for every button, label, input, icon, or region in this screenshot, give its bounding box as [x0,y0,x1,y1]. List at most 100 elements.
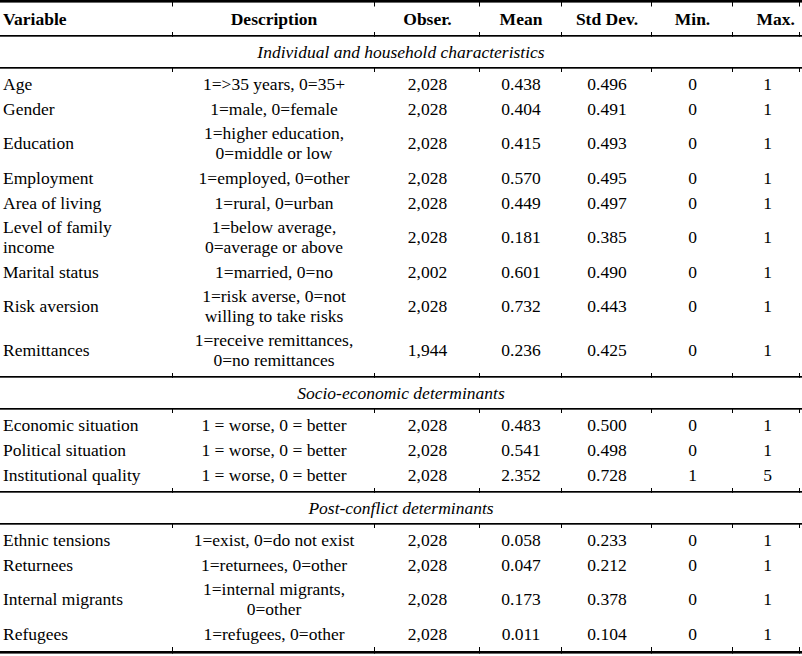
cell-obser: 2,028 [375,413,480,438]
rule-line [0,64,802,72]
table-row-risk-aversion: Risk aversion 1=risk averse, 0=not willi… [0,285,802,329]
cell-std-dev: 0.233 [562,528,652,553]
cell-min: 0 [652,285,733,329]
cell-min: 0 [652,216,733,260]
cell-variable: Returnees [0,553,173,578]
summary-statistics-table: Variable Description Obser. Mean Std Dev… [0,0,802,656]
cell-mean: 0.058 [480,528,562,553]
column-header-variable: Variable [0,8,173,32]
rule-line [0,373,802,381]
cell-description: 1=higher education, 0=middle or low [173,122,375,166]
cell-description: 1=employed, 0=other [173,166,375,191]
cell-variable: Education [0,122,173,166]
cell-variable: Remittances [0,329,173,373]
cell-description: 1=receive remittances, 0=no remittances [173,329,375,373]
cell-std-dev: 0.497 [562,191,652,216]
section-title-individual-household: Individual and household characteristics [0,40,802,64]
cell-mean: 0.601 [480,260,562,285]
cell-max: 1 [733,97,802,122]
cell-std-dev: 0.493 [562,122,652,166]
cell-obser: 2,028 [375,622,480,647]
cell-max: 5 [733,463,802,488]
cell-std-dev: 0.498 [562,438,652,463]
section-row: Post-conflict determinants [0,496,802,520]
cell-variable: Marital status [0,260,173,285]
cell-min: 1 [652,463,733,488]
cell-variable: Risk aversion [0,285,173,329]
cell-std-dev: 0.104 [562,622,652,647]
cell-obser: 2,028 [375,528,480,553]
column-header-min: Min. [652,8,733,32]
cell-variable: Level of family income [0,216,173,260]
cell-obser: 2,028 [375,122,480,166]
cell-max: 1 [733,553,802,578]
cell-description: 1=returnees, 0=other [173,553,375,578]
cell-description: 1=below average, 0=average or above [173,216,375,260]
cell-obser: 2,028 [375,191,480,216]
cell-min: 0 [652,329,733,373]
column-header-std-dev: Std Dev. [562,8,652,32]
cell-obser: 2,028 [375,438,480,463]
cell-std-dev: 0.495 [562,166,652,191]
cell-obser: 2,028 [375,166,480,191]
cell-description: 1=married, 0=no [173,260,375,285]
cell-max: 1 [733,216,802,260]
cell-obser: 2,028 [375,97,480,122]
cell-mean: 0.732 [480,285,562,329]
cell-max: 1 [733,413,802,438]
table-row-gender: Gender 1=male, 0=female 2,028 0.404 0.49… [0,97,802,122]
horizontal-rule [0,405,802,413]
column-header-mean: Mean [480,8,562,32]
cell-mean: 0.173 [480,578,562,622]
cell-obser: 2,002 [375,260,480,285]
cell-description: 1=male, 0=female [173,97,375,122]
horizontal-rule-bottom [0,647,802,656]
table-row-marital-status: Marital status 1=married, 0=no 2,002 0.6… [0,260,802,285]
rule-line [0,405,802,413]
rule-line [0,647,802,656]
section-title-socio-economic: Socio-economic determinants [0,381,802,405]
cell-description: 1=>35 years, 0=35+ [173,72,375,97]
cell-mean: 0.047 [480,553,562,578]
section-row: Socio-economic determinants [0,381,802,405]
cell-min: 0 [652,413,733,438]
rule-line [0,488,802,496]
cell-mean: 0.404 [480,97,562,122]
cell-description: 1 = worse, 0 = better [173,413,375,438]
cell-description: 1=refugees, 0=other [173,622,375,647]
cell-obser: 2,028 [375,463,480,488]
cell-mean: 0.236 [480,329,562,373]
cell-min: 0 [652,528,733,553]
horizontal-rule [0,32,802,40]
rule-line [0,520,802,528]
section-row: Individual and household characteristics [0,40,802,64]
cell-obser: 2,028 [375,553,480,578]
column-header-description: Description [173,8,375,32]
cell-max: 1 [733,528,802,553]
cell-mean: 0.011 [480,622,562,647]
cell-std-dev: 0.425 [562,329,652,373]
cell-mean: 0.541 [480,438,562,463]
cell-variable: Refugees [0,622,173,647]
cell-max: 1 [733,329,802,373]
table-row-ethnic-tensions: Ethnic tensions 1=exist, 0=do not exist … [0,528,802,553]
cell-mean: 2.352 [480,463,562,488]
cell-max: 1 [733,438,802,463]
cell-max: 1 [733,285,802,329]
table-row-family-income: Level of family income 1=below average, … [0,216,802,260]
table-row-education: Education 1=higher education, 0=middle o… [0,122,802,166]
cell-min: 0 [652,191,733,216]
cell-max: 1 [733,622,802,647]
cell-min: 0 [652,166,733,191]
cell-variable: Political situation [0,438,173,463]
table-row-returnees: Returnees 1=returnees, 0=other 2,028 0.0… [0,553,802,578]
horizontal-rule [0,64,802,72]
section-title-post-conflict: Post-conflict determinants [0,496,802,520]
cell-mean: 0.181 [480,216,562,260]
horizontal-rule [0,488,802,496]
cell-min: 0 [652,622,733,647]
cell-mean: 0.483 [480,413,562,438]
cell-max: 1 [733,191,802,216]
cell-variable: Ethnic tensions [0,528,173,553]
cell-description: 1 = worse, 0 = better [173,463,375,488]
